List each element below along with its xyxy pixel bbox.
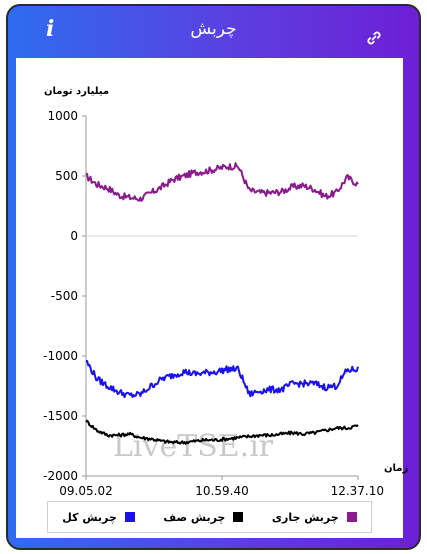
page-title: چربش [190, 19, 237, 39]
y-tick-label: -1500 [43, 409, 78, 423]
y-tick-label: -1000 [43, 349, 78, 363]
legend-item-current[interactable]: چربش جاری [272, 511, 357, 524]
link-icon[interactable] [366, 30, 382, 46]
y-tick-label: 1000 [47, 109, 78, 123]
x-tick-label: 12.37.10 [331, 484, 384, 498]
legend-swatch [346, 512, 357, 522]
line-chart: 1000 500 0 -500 -1000 -1500 -2000 09.05.02 10.5… [43, 109, 384, 498]
legend-swatch [233, 512, 244, 522]
app-frame: i چربش میلیارد تومان زمان 1000 500 0 -500 -1… [6, 4, 421, 550]
series-line-current [85, 162, 359, 202]
legend-label: چربش صف [163, 510, 226, 524]
info-icon[interactable]: i [46, 16, 55, 42]
legend-label: چربش جاری [271, 510, 339, 524]
watermark: LiveTSE.ir [113, 429, 274, 464]
chart-panel: میلیارد تومان زمان 1000 500 0 -500 -1000 -150… [16, 58, 408, 538]
legend-item-total[interactable]: چربش کل [62, 511, 135, 524]
header: i چربش [8, 6, 419, 56]
legend-item-queue[interactable]: چربش صف [163, 510, 244, 524]
legend: چربش جاری چربش صف چربش کل [47, 501, 372, 533]
series-line-total [85, 360, 359, 399]
y-axis-label: میلیارد تومان [44, 86, 110, 97]
y-tick-label: -2000 [43, 469, 78, 483]
y-tick-label: 500 [55, 169, 78, 183]
series-line-queue [85, 419, 359, 445]
y-tick-label: 0 [70, 229, 78, 243]
x-tick-label: 09.05.02 [59, 484, 112, 498]
x-tick-label: 10.59.40 [195, 484, 248, 498]
y-tick-label: -500 [51, 289, 78, 303]
legend-label: چربش کل [62, 510, 117, 524]
x-axis-label: زمان [384, 463, 409, 474]
legend-swatch [124, 512, 135, 522]
